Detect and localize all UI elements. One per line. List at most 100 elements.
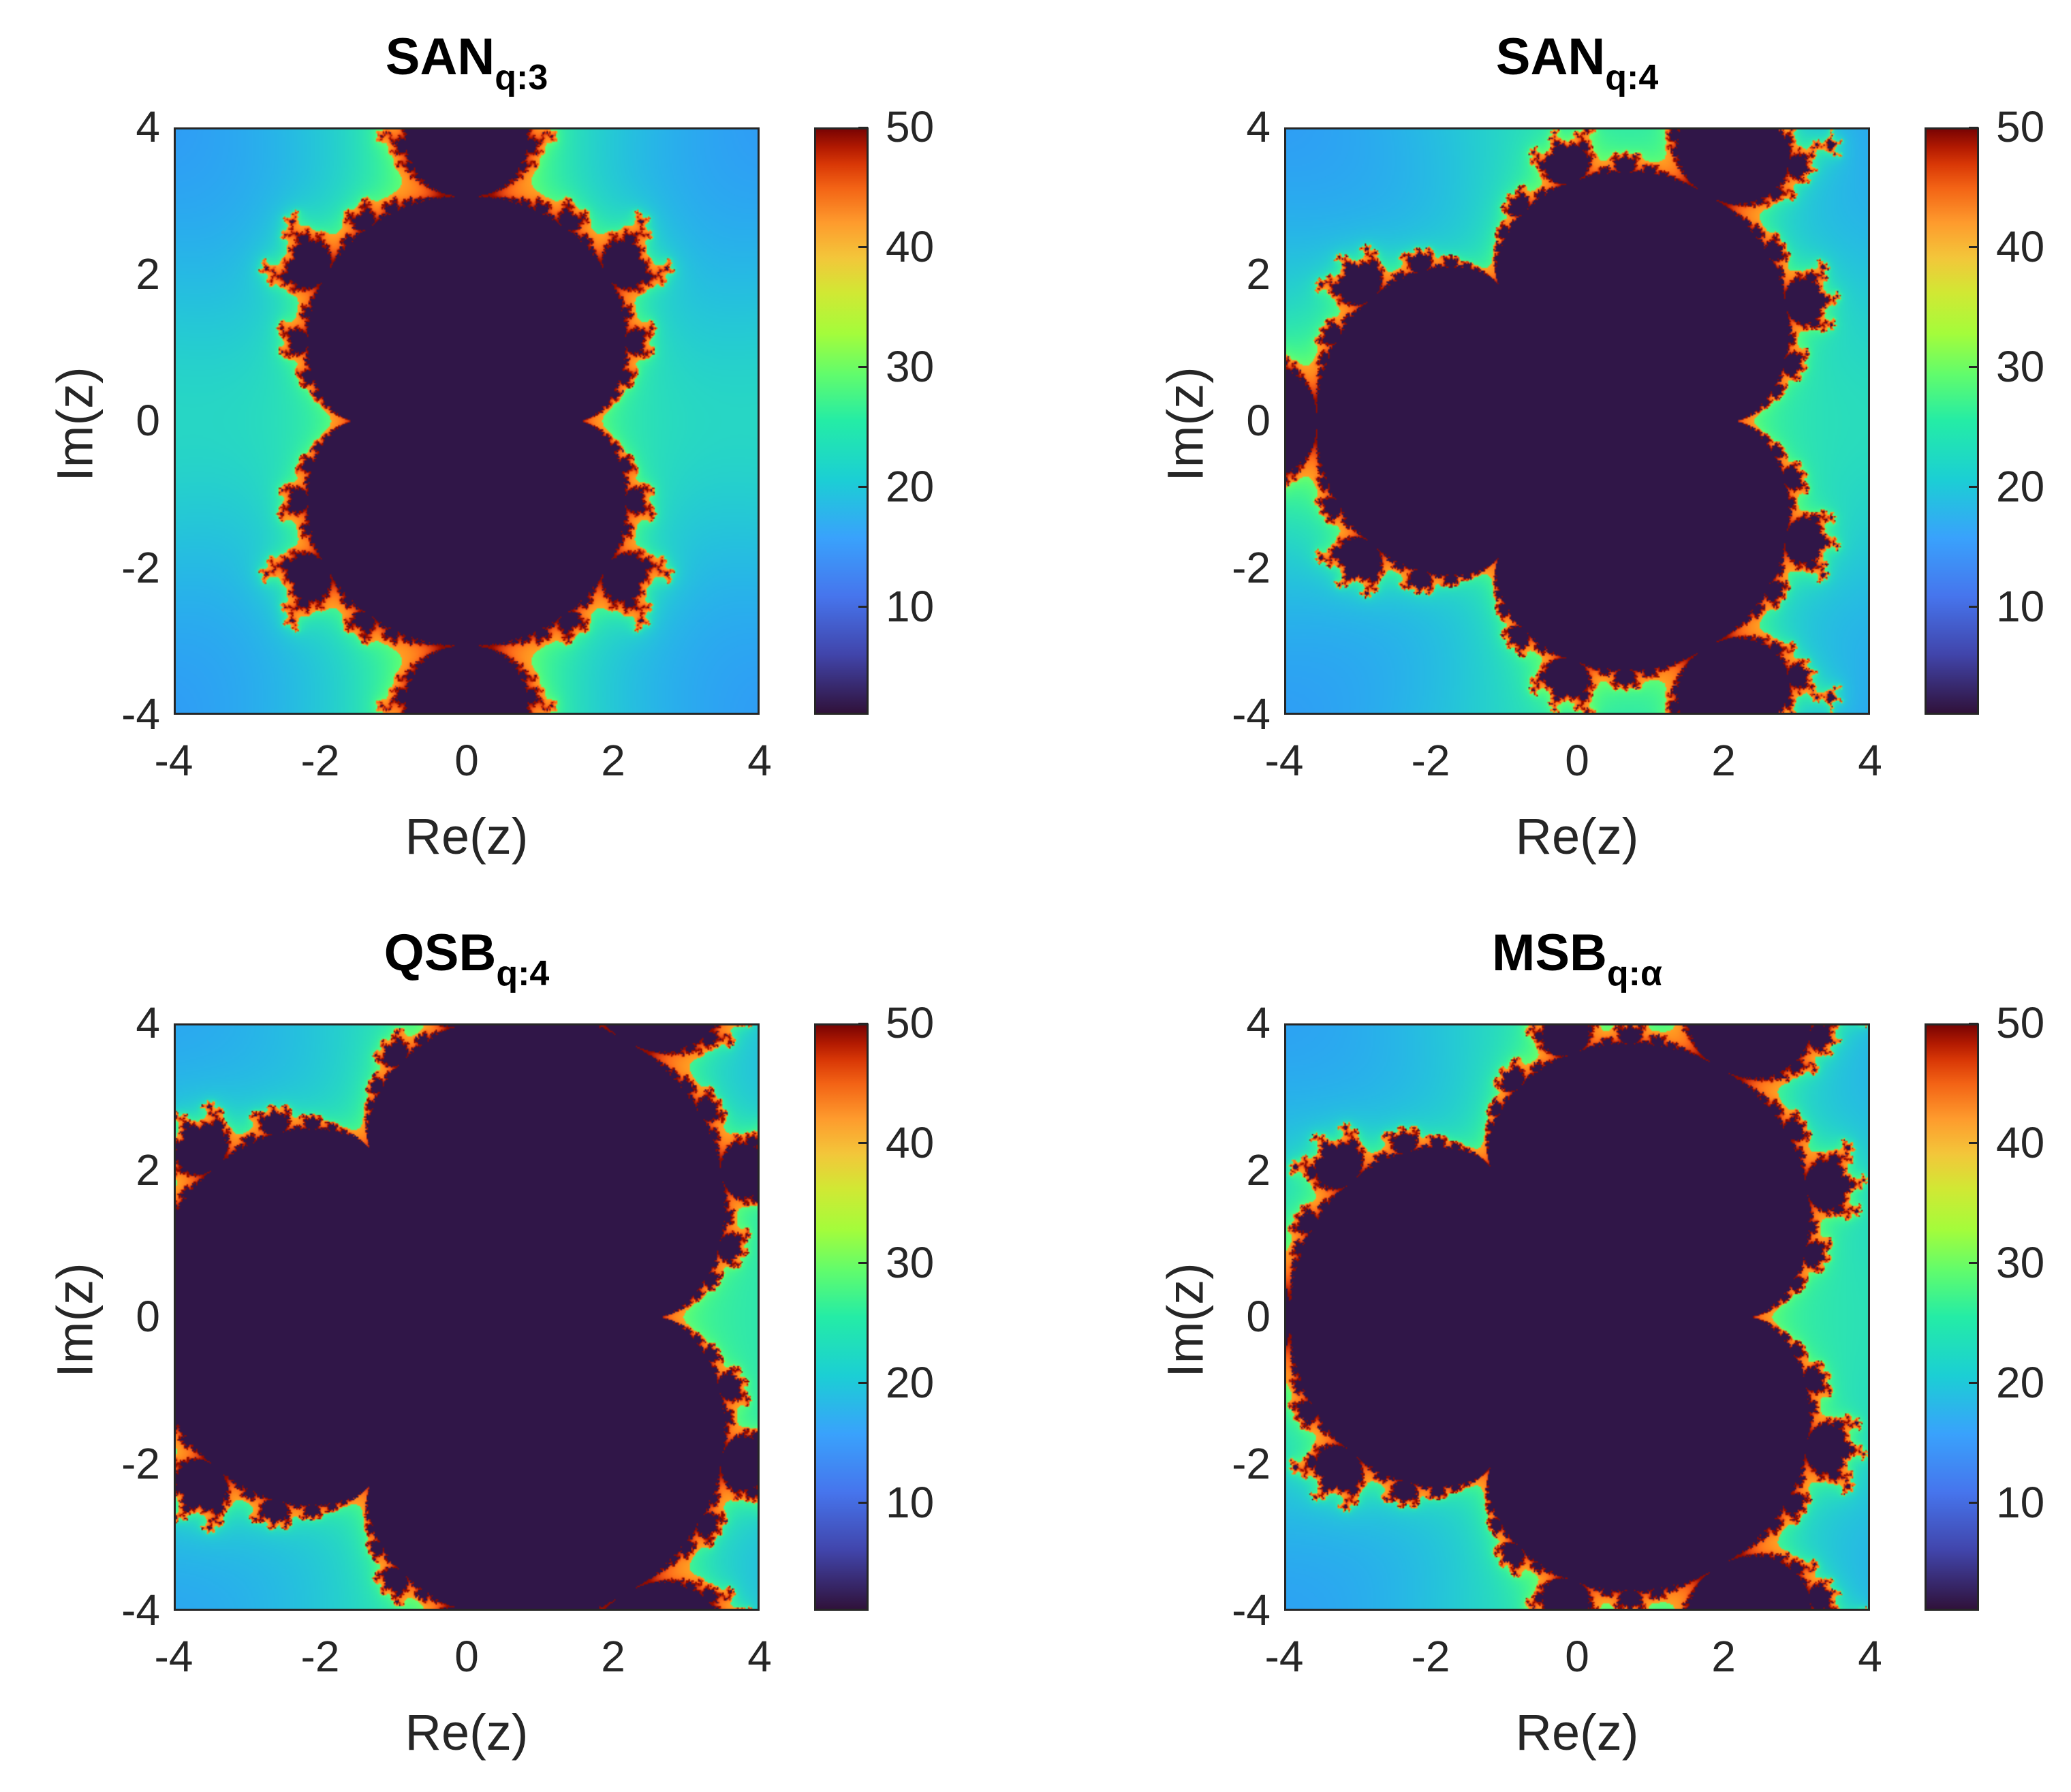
chart-panel: SANq:3 4 2 0 -2 -4 -4 -2 0 2 4 Re(z) Im(z) 50 40 30 20 10 (0, 0, 1022, 886)
x-tick-label: -2 (1411, 1632, 1450, 1681)
y-tick-label: 4 (1246, 998, 1271, 1047)
colorbar-tick-mark (858, 486, 868, 489)
colorbar-tick-label: 10 (1996, 581, 2045, 631)
colorbar-tick-mark (858, 246, 868, 249)
colorbar-tick-mark (858, 1382, 868, 1385)
chart-title-subscript: q:3 (495, 58, 548, 97)
colorbar-tick-mark (1969, 486, 1978, 489)
x-tick-label: 0 (1565, 736, 1589, 785)
y-tick-label: 0 (136, 1292, 160, 1341)
colorbar-tick-label: 30 (1996, 341, 2045, 391)
colorbar-tick-label: 30 (1996, 1237, 2045, 1287)
heatmap-plot-area (174, 127, 760, 715)
colorbar (814, 1023, 869, 1611)
x-tick-label: 2 (1711, 736, 1736, 785)
colorbar-tick-mark (1969, 606, 1978, 608)
colorbar-tick-label: 10 (1996, 1477, 2045, 1527)
chart-panel: MSBq:α 4 2 0 -2 -4 -4 -2 0 2 4 Re(z) Im(z) 50 40 30 20 10 (1110, 896, 2071, 1782)
x-axis-label: Re(z) (405, 808, 529, 865)
y-tick-label: -4 (1232, 1586, 1271, 1635)
heatmap-plot-area (1284, 127, 1870, 715)
y-tick-label: 2 (136, 249, 160, 298)
y-tick-label: 2 (1246, 249, 1271, 298)
colorbar-tick-label: 50 (886, 998, 935, 1047)
colorbar (814, 127, 869, 715)
heatmap-image (176, 129, 758, 713)
x-tick-label: 0 (454, 1632, 479, 1681)
chart-title-main: SAN (1495, 28, 1606, 86)
x-tick-label: 4 (747, 1632, 772, 1681)
x-tick-label: 2 (601, 736, 625, 785)
chart-title: MSBq:α (1236, 923, 1918, 994)
colorbar-tick-label: 40 (886, 221, 935, 271)
x-tick-label: -2 (300, 1632, 340, 1681)
x-tick-label: 4 (1858, 1632, 1882, 1681)
colorbar-tick-label: 30 (886, 341, 935, 391)
colorbar-tick-label: 10 (886, 1477, 935, 1527)
colorbar-tick-mark (858, 1502, 868, 1504)
x-axis-label: Re(z) (405, 1704, 529, 1761)
colorbar-tick-label: 50 (886, 102, 935, 151)
colorbar-tick-label: 20 (886, 1357, 935, 1407)
y-tick-label: 4 (136, 998, 160, 1047)
y-tick-label: -2 (1232, 1438, 1271, 1488)
colorbar-tick-mark (1969, 1382, 1978, 1385)
colorbar-tick-mark (1969, 1262, 1978, 1265)
x-tick-label: -4 (154, 1632, 193, 1681)
x-tick-label: 4 (747, 736, 772, 785)
colorbar-tick-label: 40 (1996, 1117, 2045, 1167)
colorbar-tick-mark (1969, 1022, 1978, 1025)
y-tick-label: -4 (1232, 690, 1271, 739)
colorbar (1925, 1023, 1979, 1611)
x-tick-label: -4 (1264, 736, 1304, 785)
chart-title-subscript: q:4 (1605, 58, 1659, 97)
x-tick-label: 2 (1711, 1632, 1736, 1681)
chart-title: QSBq:4 (126, 923, 807, 994)
colorbar-tick-label: 40 (1996, 221, 2045, 271)
chart-title-main: SAN (385, 28, 495, 86)
heatmap-image (176, 1025, 758, 1609)
colorbar-tick-label: 10 (886, 581, 935, 631)
chart-title-subscript: q:4 (496, 954, 550, 993)
heatmap-plot-area (174, 1023, 760, 1611)
colorbar-tick-label: 50 (1996, 102, 2045, 151)
colorbar-tick-mark (858, 126, 868, 129)
y-tick-label: -2 (121, 542, 160, 592)
colorbar-tick-mark (858, 606, 868, 608)
y-tick-label: -4 (121, 1586, 160, 1635)
chart-title-main: MSB (1492, 924, 1607, 982)
y-axis-label: Im(z) (1157, 1263, 1214, 1378)
chart-title: SANq:4 (1236, 27, 1918, 98)
x-tick-label: -2 (1411, 736, 1450, 785)
y-tick-label: 0 (1246, 1292, 1271, 1341)
colorbar-tick-mark (1969, 246, 1978, 249)
colorbar-tick-label: 20 (1996, 461, 2045, 511)
chart-panel: QSBq:4 4 2 0 -2 -4 -4 -2 0 2 4 Re(z) Im(z) 50 40 30 20 10 (0, 896, 1022, 1782)
colorbar-tick-mark (858, 1022, 868, 1025)
colorbar-tick-label: 40 (886, 1117, 935, 1167)
x-tick-label: -4 (154, 736, 193, 785)
x-tick-label: -2 (300, 736, 340, 785)
colorbar-tick-mark (1969, 1502, 1978, 1504)
chart-title: SANq:3 (126, 27, 807, 98)
colorbar-tick-mark (1969, 366, 1978, 369)
y-axis-label: Im(z) (46, 367, 104, 482)
chart-title-subscript: q:α (1606, 954, 1662, 993)
heatmap-plot-area (1284, 1023, 1870, 1611)
x-tick-label: 2 (601, 1632, 625, 1681)
colorbar-tick-mark (858, 1142, 868, 1145)
y-tick-label: 0 (136, 396, 160, 445)
y-tick-label: 4 (136, 102, 160, 151)
colorbar-tick-label: 30 (886, 1237, 935, 1287)
y-tick-label: 2 (136, 1145, 160, 1194)
colorbar-tick-label: 20 (1996, 1357, 2045, 1407)
x-axis-label: Re(z) (1515, 1704, 1639, 1761)
colorbar-tick-mark (858, 1262, 868, 1265)
chart-title-main: QSB (384, 924, 497, 982)
y-tick-label: 4 (1246, 102, 1271, 151)
colorbar-tick-label: 20 (886, 461, 935, 511)
y-tick-label: -2 (121, 1438, 160, 1488)
colorbar-tick-mark (1969, 1142, 1978, 1145)
heatmap-image (1286, 1025, 1868, 1609)
x-tick-label: 4 (1858, 736, 1882, 785)
